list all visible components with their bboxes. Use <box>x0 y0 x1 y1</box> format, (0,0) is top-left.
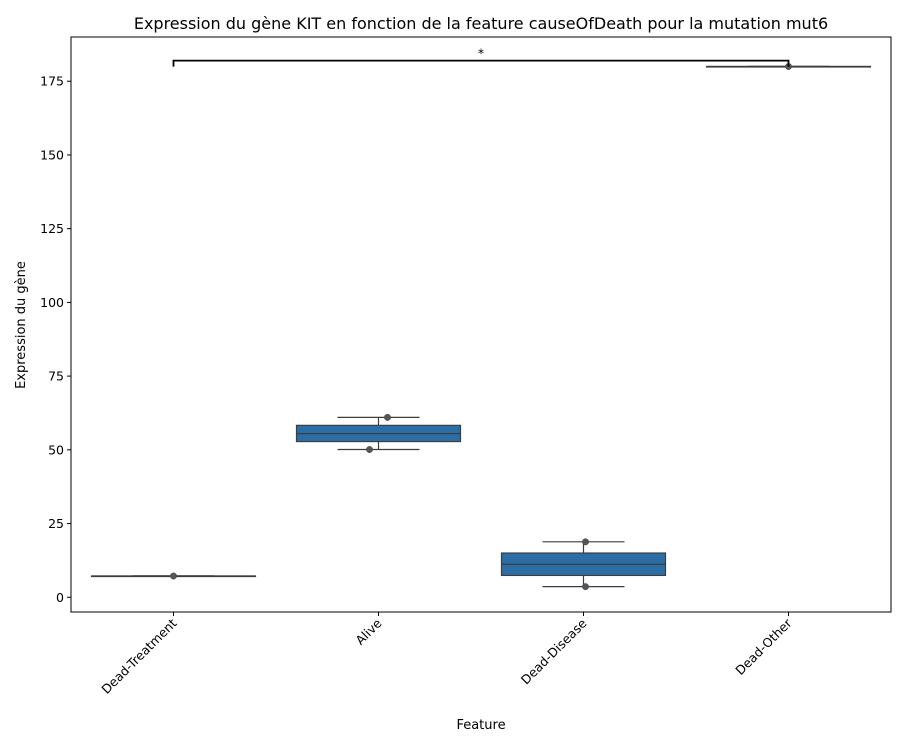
data-point <box>384 413 391 421</box>
y-tick-label: 125 <box>40 221 64 236</box>
significance-bracket <box>172 59 790 67</box>
data-point <box>170 572 177 580</box>
y-tick-label: 0 <box>56 590 64 605</box>
data-point <box>366 446 373 453</box>
y-tick-label: 100 <box>40 295 64 310</box>
boxes-layer <box>90 63 872 591</box>
chart-title: Expression du gène KIT en fonction de la… <box>134 14 828 33</box>
y-tick-label: 150 <box>40 147 64 162</box>
box-group <box>90 572 257 580</box>
box-group <box>295 413 462 453</box>
significance-marker: * <box>478 46 484 61</box>
data-point <box>582 583 589 591</box>
y-tick-label: 75 <box>48 369 64 384</box>
y-tick-label: 175 <box>40 74 64 89</box>
plot-frame <box>70 36 892 613</box>
annotation-layer: * <box>172 46 790 67</box>
y-axis: 0 25 50 75 100 125 150 175 <box>40 74 71 605</box>
x-axis-label: Feature <box>456 718 505 733</box>
y-axis-label: Expression du gène <box>14 261 29 389</box>
y-tick-label: 25 <box>48 516 64 531</box>
box-group <box>500 538 667 591</box>
data-point <box>582 538 589 546</box>
y-tick-label: 50 <box>48 442 64 457</box>
